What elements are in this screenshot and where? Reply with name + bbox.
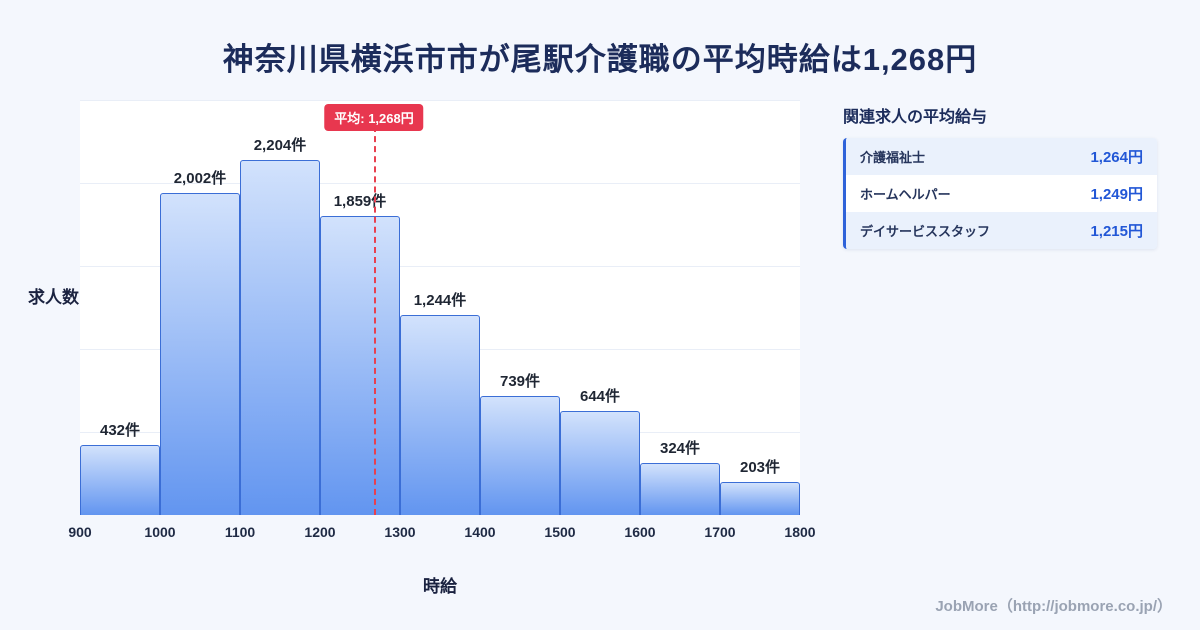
histogram-bar	[80, 445, 160, 515]
x-tick-label: 1300	[384, 524, 416, 540]
x-tick-label: 1000	[144, 524, 176, 540]
related-job-label: ホームヘルパー	[860, 187, 951, 202]
bar-value-label: 432件	[99, 422, 141, 439]
histogram-bar	[400, 315, 480, 515]
bar-column: 324件	[640, 437, 720, 515]
bar-value-label: 644件	[579, 388, 621, 405]
bar-column: 1,244件	[400, 289, 480, 515]
credit-text: JobMore（http://jobmore.co.jp/）	[935, 598, 1172, 615]
x-axis-label: 時給	[423, 577, 457, 596]
histogram-bar	[320, 216, 400, 515]
bar-value-label: 203件	[739, 459, 781, 476]
x-tick-label: 1500	[544, 524, 576, 540]
x-tick-label: 1100	[224, 524, 256, 540]
average-line	[374, 126, 376, 515]
related-job-row: 介護福祉士 1,264円	[846, 138, 1157, 175]
related-job-value: 1,215円	[1090, 223, 1143, 240]
histogram-bar	[160, 193, 240, 515]
bar-value-label: 324件	[659, 440, 701, 457]
page-title: 神奈川県横浜市市が尾駅介護職の平均時給は1,268円	[222, 42, 978, 77]
bar-value-label: 739件	[499, 373, 541, 390]
histogram-bar	[240, 160, 320, 515]
bar-column: 1,859件	[320, 190, 400, 515]
bar-column: 739件	[480, 370, 560, 515]
bar-value-label: 2,002件	[173, 170, 227, 187]
related-job-row: デイサービススタッフ 1,215円	[846, 212, 1157, 249]
x-tick-label: 1800	[784, 524, 816, 540]
bar-value-label: 1,859件	[333, 193, 387, 210]
y-axis-label: 求人数	[28, 288, 79, 307]
x-tick-label: 1200	[304, 524, 336, 540]
bar-column: 432件	[80, 419, 160, 515]
related-job-label: 介護福祉士	[860, 150, 926, 165]
histogram-bar	[640, 463, 720, 515]
related-job-label: デイサービススタッフ	[860, 224, 991, 239]
bar-value-label: 2,204件	[253, 137, 307, 154]
x-axis: 900 1000 1100 1200 1300 1400 1500 1600 1700 1800	[68, 524, 815, 544]
related-job-row: ホームヘルパー 1,249円	[846, 175, 1157, 212]
x-tick-label: 1400	[464, 524, 496, 540]
plot-area: 432件 2,002件 2,204件 1,859件 1,244件 739件 644件 324件…	[80, 100, 800, 515]
side-panel-heading: 関連求人の平均給与	[843, 109, 988, 126]
histogram-bar	[720, 482, 800, 515]
histogram-bar	[560, 411, 640, 515]
related-job-value: 1,264円	[1090, 149, 1143, 166]
x-tick-label: 900	[68, 524, 92, 540]
bars: 432件 2,002件 2,204件 1,859件 1,244件 739件 644件 324件…	[80, 100, 800, 515]
histogram-bar	[480, 396, 560, 515]
bar-column: 644件	[560, 385, 640, 515]
x-tick-label: 1700	[704, 524, 736, 540]
bar-column: 2,002件	[160, 167, 240, 515]
x-tick-label: 1600	[624, 524, 656, 540]
average-badge: 平均: 1,268円	[324, 104, 424, 131]
bar-column: 2,204件	[240, 134, 320, 515]
related-jobs-card: 介護福祉士 1,264円 ホームヘルパー 1,249円 デイサービススタッフ 1…	[843, 138, 1157, 249]
bar-value-label: 1,244件	[413, 292, 467, 309]
related-job-value: 1,249円	[1090, 186, 1143, 203]
bar-column: 203件	[720, 456, 800, 515]
